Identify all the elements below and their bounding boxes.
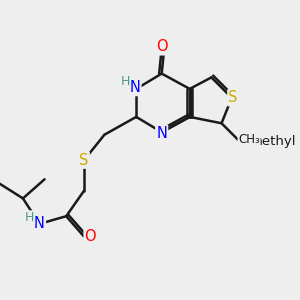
- Text: O: O: [156, 39, 167, 54]
- Text: S: S: [79, 153, 89, 168]
- Text: N: N: [156, 126, 167, 141]
- Text: O: O: [85, 229, 96, 244]
- Text: CH₃: CH₃: [238, 133, 260, 146]
- Text: H: H: [121, 75, 130, 88]
- Text: N: N: [34, 216, 45, 231]
- Text: H: H: [25, 211, 34, 224]
- Text: S: S: [228, 90, 238, 105]
- Text: N: N: [130, 80, 140, 95]
- Text: methyl: methyl: [250, 135, 296, 148]
